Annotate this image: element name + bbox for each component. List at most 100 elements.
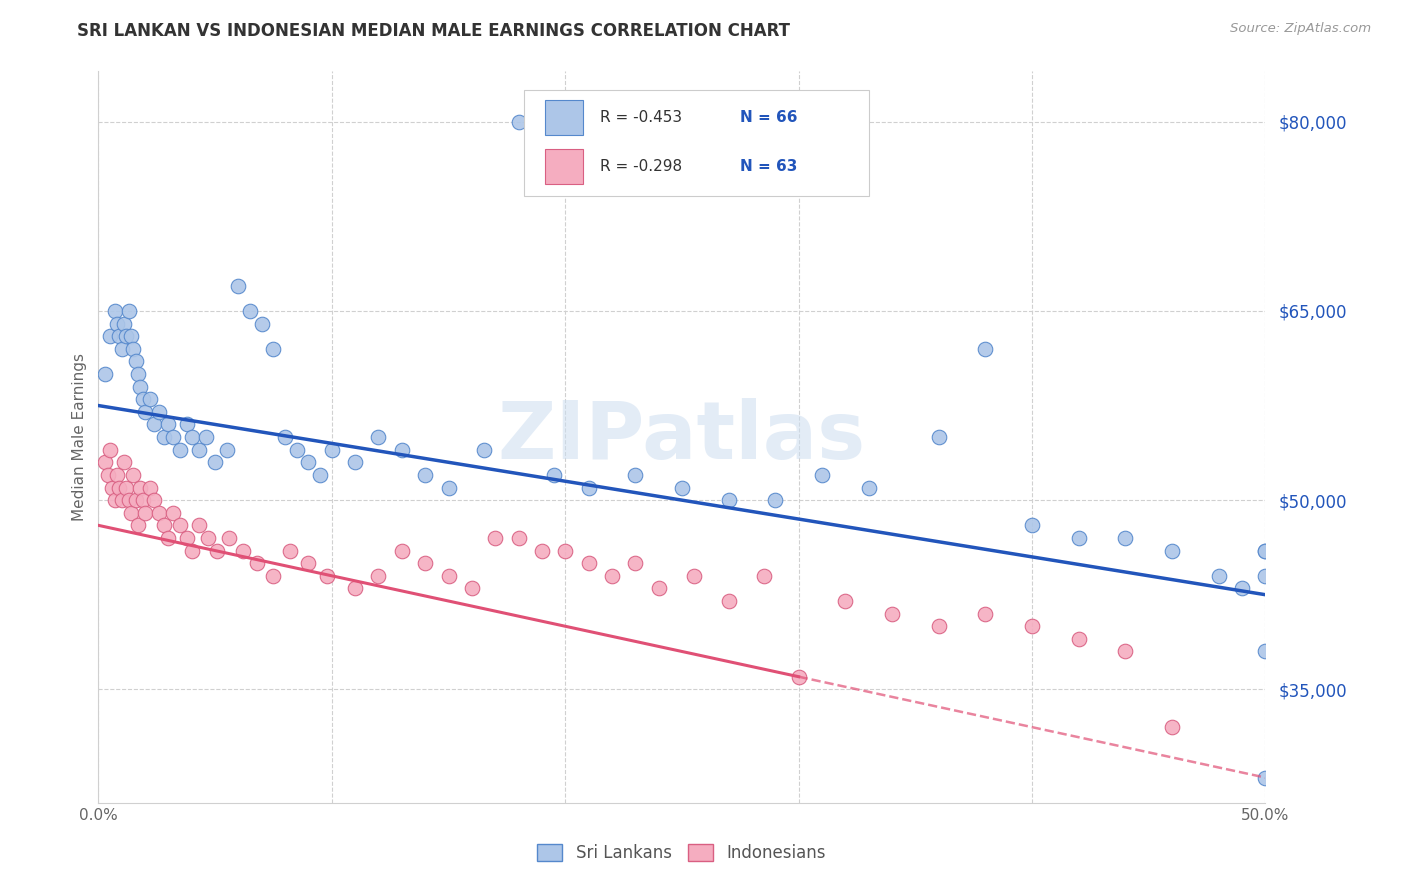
Point [437, 569, 460, 583]
Text: R = -0.453: R = -0.453 [600, 110, 682, 125]
Point [484, 531, 506, 545]
Point [578, 556, 600, 570]
Point [139, 481, 162, 495]
Point [122, 342, 145, 356]
Point [763, 493, 786, 508]
Point [197, 531, 219, 545]
Point [717, 594, 740, 608]
Point [157, 531, 180, 545]
Point [880, 607, 903, 621]
Point [578, 481, 600, 495]
Point [98, 329, 121, 343]
Point [274, 430, 297, 444]
Point [118, 304, 141, 318]
Point [194, 430, 217, 444]
Text: R = -0.298: R = -0.298 [600, 159, 682, 174]
Point [1161, 543, 1184, 558]
Point [1067, 632, 1090, 646]
Point [101, 481, 124, 495]
Point [928, 430, 950, 444]
Point [508, 115, 530, 129]
Point [108, 329, 131, 343]
Point [1254, 771, 1277, 785]
Point [98, 442, 121, 457]
Point [120, 506, 142, 520]
Point [928, 619, 950, 633]
Point [94, 367, 117, 381]
Point [169, 518, 191, 533]
Point [134, 405, 156, 419]
Point [187, 442, 209, 457]
Point [543, 467, 565, 482]
Point [1254, 543, 1277, 558]
Point [278, 543, 301, 558]
Point [152, 430, 174, 444]
Point [413, 556, 436, 570]
Point [413, 467, 436, 482]
Point [239, 304, 262, 318]
Point [391, 543, 413, 558]
Point [139, 392, 162, 407]
Point [285, 442, 308, 457]
Point [111, 493, 134, 508]
Text: SRI LANKAN VS INDONESIAN MEDIAN MALE EARNINGS CORRELATION CHART: SRI LANKAN VS INDONESIAN MEDIAN MALE EAR… [77, 22, 790, 40]
Point [127, 518, 149, 533]
Point [157, 417, 180, 432]
Point [1114, 531, 1136, 545]
Text: N = 66: N = 66 [741, 110, 797, 125]
Point [176, 531, 198, 545]
Point [344, 455, 367, 469]
Point [162, 430, 184, 444]
Point [752, 569, 775, 583]
Point [118, 493, 141, 508]
FancyBboxPatch shape [524, 90, 869, 195]
Point [974, 607, 997, 621]
Point [834, 594, 856, 608]
Y-axis label: Median Male Earnings: Median Male Earnings [72, 353, 87, 521]
Text: N = 63: N = 63 [741, 159, 797, 174]
Point [297, 455, 319, 469]
Point [717, 493, 740, 508]
Point [600, 569, 623, 583]
Point [297, 556, 319, 570]
Point [120, 329, 142, 343]
Point [508, 531, 530, 545]
Point [112, 455, 135, 469]
Point [262, 342, 284, 356]
Point [1161, 720, 1184, 734]
Point [115, 481, 138, 495]
Point [129, 379, 152, 393]
Point [232, 543, 254, 558]
Point [671, 481, 693, 495]
Point [682, 569, 704, 583]
Point [309, 467, 332, 482]
Point [624, 556, 647, 570]
Point [162, 506, 184, 520]
Point [246, 556, 269, 570]
Legend: Sri Lankans, Indonesians: Sri Lankans, Indonesians [531, 837, 832, 869]
Point [143, 417, 166, 432]
Point [204, 455, 226, 469]
Point [974, 342, 997, 356]
Point [391, 442, 413, 457]
Point [152, 518, 174, 533]
Point [207, 543, 229, 558]
Point [647, 582, 669, 596]
Point [367, 430, 389, 444]
Text: Source: ZipAtlas.com: Source: ZipAtlas.com [1230, 22, 1371, 36]
Point [187, 518, 209, 533]
Point [367, 569, 389, 583]
Point [228, 278, 250, 293]
Point [132, 392, 155, 407]
Point [112, 317, 135, 331]
Point [111, 342, 134, 356]
Point [811, 467, 834, 482]
Point [554, 543, 576, 558]
Point [787, 670, 810, 684]
Point [105, 467, 128, 482]
Point [624, 467, 647, 482]
Point [437, 481, 460, 495]
Point [97, 467, 120, 482]
Point [344, 582, 367, 596]
Point [132, 493, 155, 508]
